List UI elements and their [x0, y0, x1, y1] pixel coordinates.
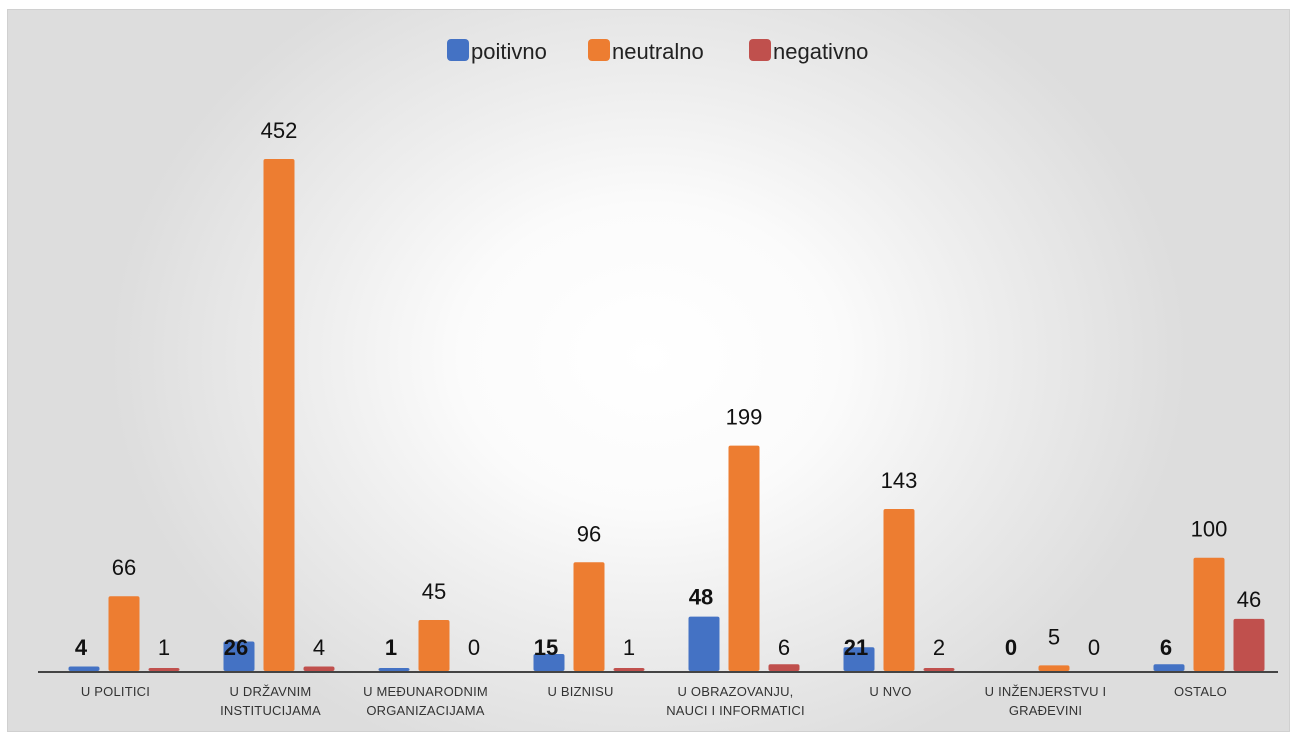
category-label-6-1: GRAĐEVINI	[1009, 703, 1082, 718]
category-labels: U POLITICI U DRŽAVNIM INSTITUCIJAMA U MEĐUN…	[81, 684, 1227, 718]
legend-label-poitivno: poitivno	[471, 39, 547, 64]
value-label-neutralno-3: 96	[577, 521, 601, 546]
bar-negativno-1	[303, 666, 335, 671]
bar-neutralno-0	[108, 596, 140, 671]
bar-poitivno-2	[378, 668, 410, 671]
bar-poitivno-5	[843, 647, 875, 671]
bars	[68, 159, 1265, 671]
legend: poitivno neutralno negativno	[447, 39, 868, 64]
legend-swatch-negativno	[749, 39, 771, 61]
value-label-negativno-1: 4	[313, 635, 325, 660]
value-label-negativno-6: 0	[1088, 635, 1100, 660]
bar-negativno-0	[148, 668, 180, 671]
bar-negativno-7	[1233, 618, 1265, 671]
category-label-6-0: U INŽENJERSTVU I	[985, 684, 1107, 699]
bar-poitivno-4	[688, 616, 720, 671]
bar-neutralno-6	[1038, 665, 1070, 671]
bar-neutralno-2	[418, 620, 450, 671]
value-label-neutralno-6: 5	[1048, 624, 1060, 649]
chart-frame	[7, 9, 1290, 732]
value-label-poitivno-7: 6	[1160, 635, 1172, 660]
value-label-negativno-4: 6	[778, 635, 790, 660]
value-label-poitivno-5: 21	[844, 635, 868, 660]
category-label-2-0: U MEĐUNARODNIM	[363, 684, 488, 699]
category-label-4-0: U OBRAZOVANJU,	[678, 684, 794, 699]
value-label-neutralno-5: 143	[881, 468, 918, 493]
value-label-neutralno-7: 100	[1191, 517, 1228, 542]
value-label-poitivno-4: 48	[689, 585, 713, 610]
legend-label-negativno: negativno	[773, 39, 868, 64]
category-label-4-1: NAUCI I INFORMATICI	[666, 703, 805, 718]
value-label-negativno-3: 1	[623, 635, 635, 660]
category-label-5-0: U NVO	[869, 684, 911, 699]
value-labels: 4 66 1 26 452 4 1 45 0 15 96 1 48 199 6 21 143 2 0 5 0 6 100 46	[75, 118, 1261, 660]
bar-poitivno-7	[1153, 664, 1185, 671]
value-label-poitivno-3: 15	[534, 635, 558, 660]
value-label-neutralno-2: 45	[422, 579, 446, 604]
bar-neutralno-7	[1193, 557, 1225, 671]
category-label-1-0: U DRŽAVNIM	[230, 684, 312, 699]
value-label-neutralno-0: 66	[112, 555, 136, 580]
bar-negativno-3	[613, 668, 645, 671]
category-label-7-0: OSTALO	[1174, 684, 1227, 699]
bar-neutralno-1	[263, 159, 295, 671]
bar-neutralno-4	[728, 445, 760, 671]
value-label-negativno-7: 46	[1237, 587, 1261, 612]
category-label-2-1: ORGANIZACIJAMA	[366, 703, 484, 718]
value-label-poitivno-1: 26	[224, 635, 248, 660]
legend-label-neutralno: neutralno	[612, 39, 704, 64]
bar-neutralno-5	[883, 509, 915, 671]
value-label-negativno-0: 1	[158, 635, 170, 660]
bar-negativno-4	[768, 664, 800, 671]
category-label-1-1: INSTITUCIJAMA	[220, 703, 321, 718]
bar-negativno-5	[923, 668, 955, 671]
category-label-3-0: U BIZNISU	[547, 684, 613, 699]
value-label-neutralno-1: 452	[261, 118, 298, 143]
bar-poitivno-3	[533, 654, 565, 671]
legend-swatch-poitivno	[447, 39, 469, 61]
value-label-negativno-2: 0	[468, 635, 480, 660]
value-label-negativno-5: 2	[933, 635, 945, 660]
value-label-neutralno-4: 199	[726, 405, 763, 430]
bar-poitivno-1	[223, 641, 255, 671]
value-label-poitivno-2: 1	[385, 635, 397, 660]
value-label-poitivno-6: 0	[1005, 635, 1017, 660]
bar-poitivno-0	[68, 666, 100, 671]
category-label-0-0: U POLITICI	[81, 684, 150, 699]
legend-swatch-neutralno	[588, 39, 610, 61]
value-label-poitivno-0: 4	[75, 635, 88, 660]
bar-neutralno-3	[573, 562, 605, 671]
